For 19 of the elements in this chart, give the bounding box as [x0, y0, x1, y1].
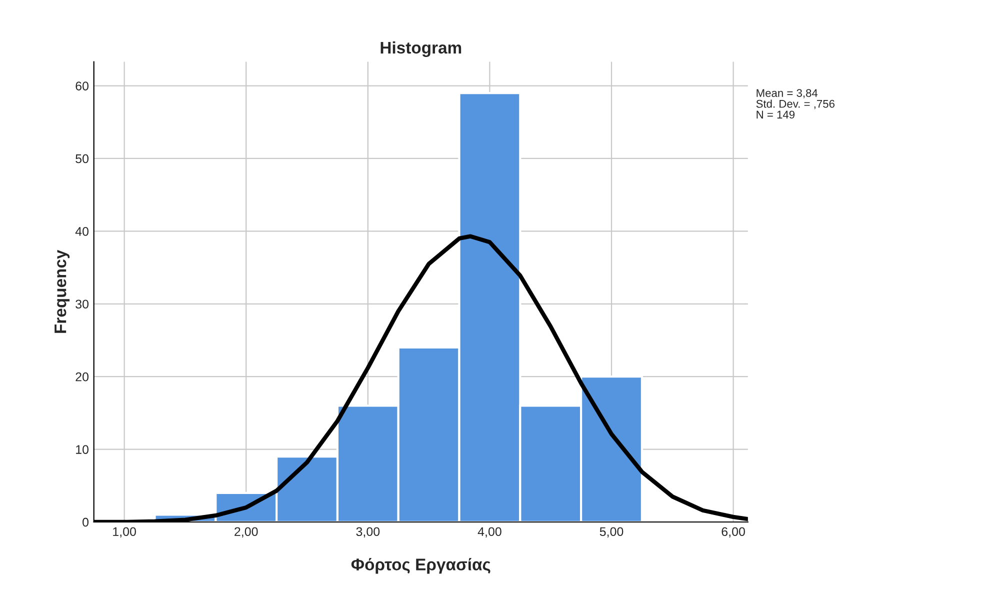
x-tick-label: 6,00 — [722, 527, 745, 538]
y-tick-label: 40 — [75, 226, 89, 236]
text: N = 149 — [756, 110, 795, 119]
chart-title: Histogram — [380, 41, 462, 57]
x-tick-label: 4,00 — [478, 527, 502, 538]
y-tick-label: 10 — [76, 445, 89, 454]
y-tick-label: 0 — [82, 518, 89, 527]
x-tick-label: 3,00 — [356, 527, 380, 538]
text: Std. Dev. = ,756 — [756, 100, 834, 110]
y-tick-label: 60 — [76, 82, 89, 90]
x-tick-label: 1,00 — [113, 527, 136, 538]
y-axis-title: Frequency — [54, 250, 70, 333]
x-tick-label: 2,00 — [234, 527, 258, 538]
x-axis-title: Φόρτος Εργασίας — [351, 558, 490, 574]
x-tick-label: 5,00 — [600, 527, 624, 538]
y-tick-label: 20 — [76, 372, 89, 382]
y-tick-label: 50 — [76, 154, 89, 164]
y-tick-label: 30 — [76, 300, 89, 309]
text: Mean = 3,84 — [756, 89, 818, 98]
